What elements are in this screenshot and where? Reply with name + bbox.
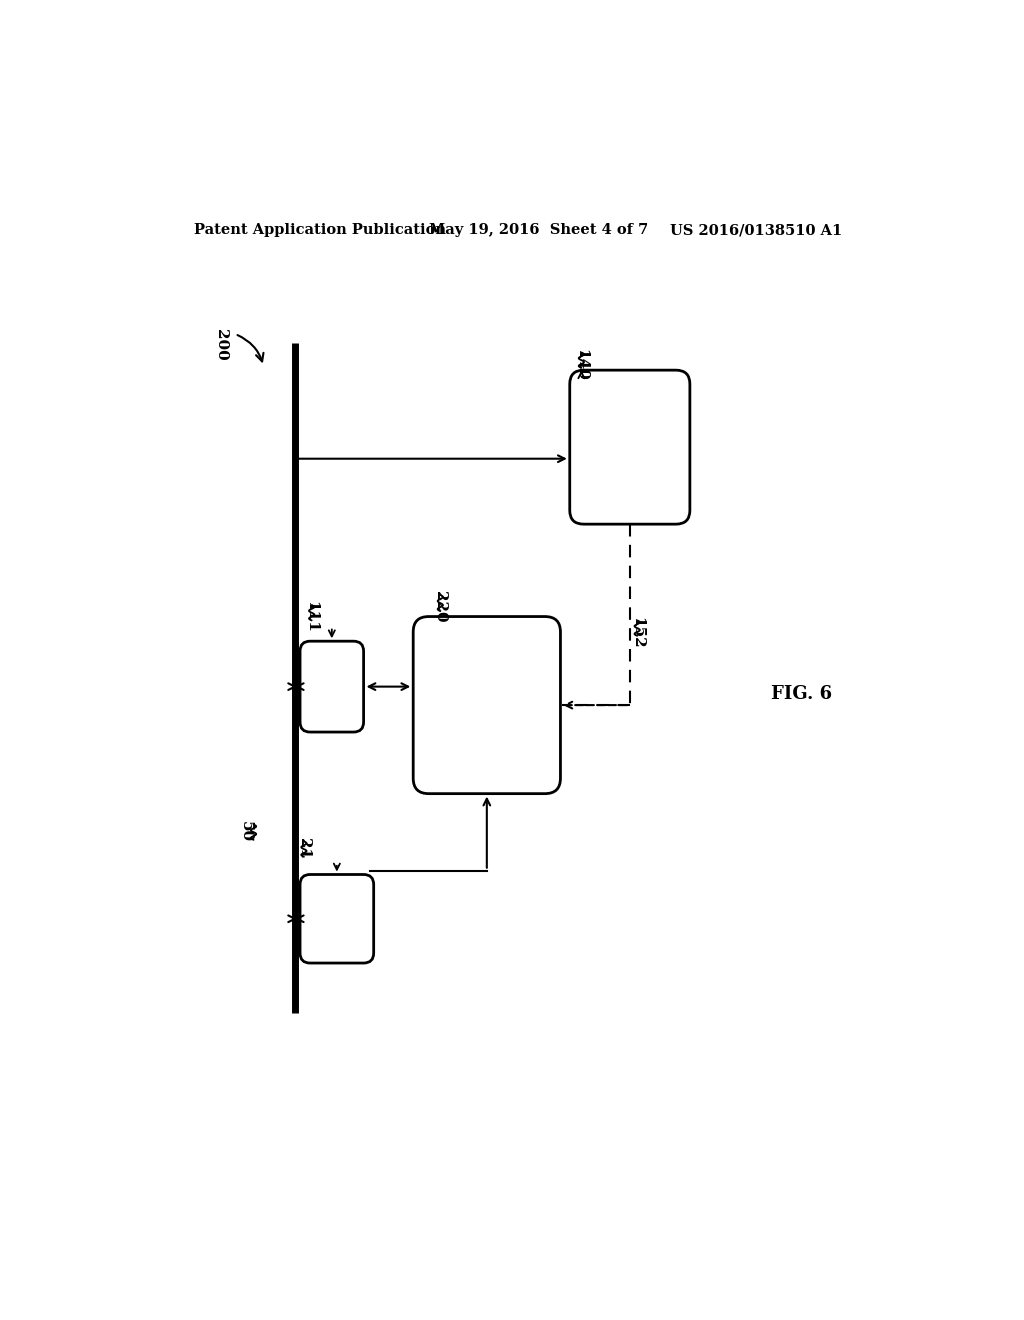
Text: 21: 21 <box>297 838 311 859</box>
Text: 200: 200 <box>214 330 228 362</box>
Text: 152: 152 <box>630 616 644 648</box>
Text: FIG. 6: FIG. 6 <box>771 685 833 702</box>
Text: Patent Application Publication: Patent Application Publication <box>194 223 445 238</box>
Text: 111: 111 <box>305 601 318 634</box>
Text: 50: 50 <box>239 821 253 842</box>
FancyBboxPatch shape <box>414 616 560 793</box>
Text: 220: 220 <box>433 591 447 623</box>
FancyBboxPatch shape <box>569 370 690 524</box>
Text: 140: 140 <box>574 350 589 381</box>
FancyBboxPatch shape <box>300 642 364 733</box>
FancyBboxPatch shape <box>300 875 374 964</box>
Text: May 19, 2016  Sheet 4 of 7: May 19, 2016 Sheet 4 of 7 <box>429 223 648 238</box>
Text: US 2016/0138510 A1: US 2016/0138510 A1 <box>671 223 843 238</box>
